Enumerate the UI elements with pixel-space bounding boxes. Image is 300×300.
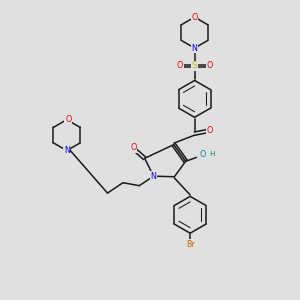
Text: O: O [206, 61, 213, 70]
Text: O: O [191, 13, 198, 22]
Text: Br: Br [186, 240, 195, 249]
Text: S: S [192, 61, 197, 70]
Text: O: O [199, 150, 206, 159]
Text: O: O [65, 115, 71, 124]
Text: O: O [176, 61, 183, 70]
Text: O: O [130, 143, 137, 152]
Text: N: N [192, 44, 197, 52]
Text: O: O [206, 126, 213, 135]
Text: N: N [151, 172, 157, 181]
Text: N: N [64, 146, 70, 155]
Text: H: H [210, 152, 215, 158]
